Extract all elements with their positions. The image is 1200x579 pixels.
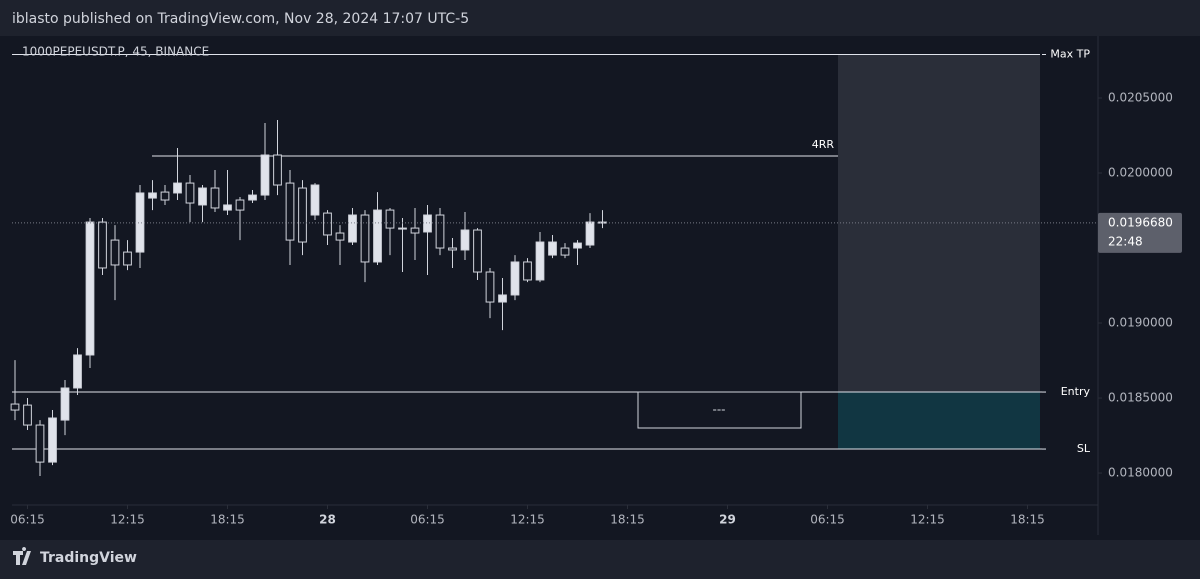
brand: TradingView (40, 550, 137, 566)
x-tick-label: 18:15 (1010, 513, 1045, 527)
candle-body (510, 261, 520, 296)
footer-bar (0, 540, 1200, 579)
symbol: 1000PEPEUSDT.P, 45, BINANCE (22, 45, 209, 59)
last-price-label: 0.0196680 (1108, 215, 1173, 229)
x-tick-label: 18:15 (210, 513, 245, 527)
candle-body (148, 192, 157, 199)
candle-body (35, 424, 45, 463)
candle-body (373, 209, 382, 263)
candle-body (160, 191, 170, 201)
x-tick-label: 12:15 (910, 513, 945, 527)
x-tick-label: 06:15 (410, 513, 445, 527)
candle-body (198, 187, 207, 206)
candle-body (48, 417, 57, 463)
candle-body (435, 214, 445, 249)
candle-body (548, 241, 557, 256)
y-tick-label: 0.0200000 (1108, 166, 1173, 180)
candle-body (523, 261, 532, 281)
candle-body (410, 227, 420, 234)
candle-body (598, 221, 607, 224)
y-tick-label: 0.0180000 (1108, 466, 1173, 480)
candle-body (273, 154, 282, 186)
x-tick-label: 12:15 (510, 513, 545, 527)
x-tick-label: 12:15 (110, 513, 145, 527)
note-frame (637, 391, 802, 429)
candle-body (348, 214, 357, 243)
loss-zone (838, 392, 1040, 450)
last-price-tag (1098, 212, 1182, 253)
logo-icon (13, 547, 31, 565)
candle-body (248, 194, 257, 201)
note-box: --- (637, 391, 802, 429)
countdown: 22:48 (1108, 234, 1143, 248)
candle-body (173, 182, 182, 194)
candle-body (98, 221, 107, 269)
candle-body (585, 221, 595, 246)
candle-body (448, 247, 457, 251)
candle-body (460, 229, 470, 251)
header-bar (0, 0, 1200, 36)
candle-body (110, 239, 120, 266)
y-tick-label: 0.0185000 (1108, 391, 1173, 405)
publish-info: iblasto published on TradingView.com, No… (12, 11, 469, 27)
x-tick-label: 06:15 (10, 513, 45, 527)
candle-body (135, 192, 145, 253)
x-tick-label: 29 (719, 513, 736, 527)
note-text: --- (713, 403, 726, 417)
candle-body (573, 242, 582, 249)
x-tick-label: 28 (319, 513, 336, 527)
candle-body (423, 214, 432, 233)
candle-body (223, 204, 232, 211)
level-label: SL (1077, 442, 1091, 455)
y-tick-label: 0.0190000 (1108, 316, 1173, 330)
candle-body (260, 154, 270, 196)
level-label: Entry (1061, 385, 1091, 398)
level-label: Max TP (1050, 48, 1090, 61)
target-label: 4RR (812, 138, 835, 151)
x-tick-label: 06:15 (810, 513, 845, 527)
candle-body (310, 184, 320, 216)
candle-body (398, 227, 407, 230)
candle-body (385, 209, 395, 229)
candle-body (485, 271, 495, 303)
x-tick-label: 18:15 (610, 513, 645, 527)
candle-body (73, 354, 82, 389)
candle-body (335, 232, 345, 241)
candle-body (323, 212, 332, 236)
candle-body (360, 214, 370, 263)
candle-body (85, 221, 95, 356)
candle-body (298, 187, 307, 243)
candle-body (498, 294, 507, 303)
candle-body (123, 251, 132, 266)
candle-body (535, 241, 545, 281)
y-tick-label: 0.0205000 (1108, 91, 1173, 105)
candle-body (10, 403, 20, 411)
candle-body (473, 229, 482, 273)
candle-body (235, 199, 245, 211)
candle-body (60, 387, 70, 421)
candle-body (185, 182, 195, 204)
plot: 0.01800000.01850000.01900000.01950000.02… (10, 48, 1182, 527)
tv-logo: TradingView (13, 547, 137, 566)
candle-body (285, 182, 295, 241)
candle-body (23, 404, 32, 426)
candle-body (210, 187, 220, 209)
candle-body (560, 247, 570, 256)
